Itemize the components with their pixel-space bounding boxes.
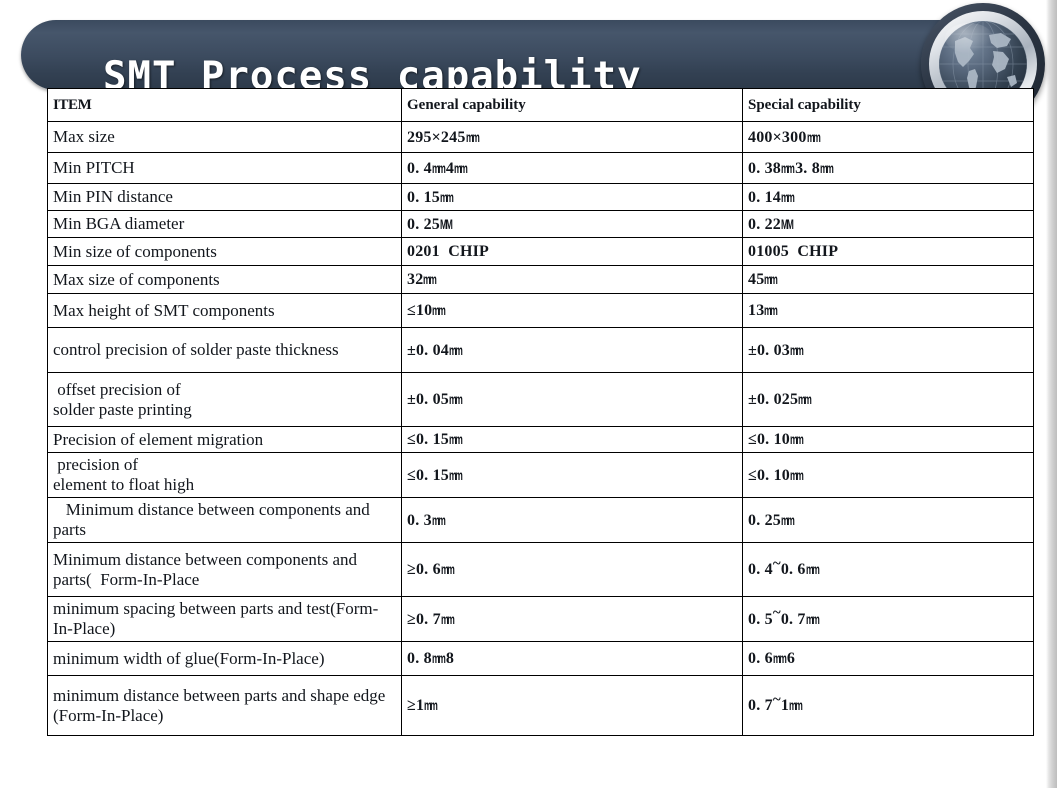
row-general: 0. 3mm: [401, 497, 743, 543]
row-general: 295×245mm: [401, 121, 743, 153]
row-general: ≥0. 7mm: [401, 596, 743, 642]
row-special: 0. 22MM: [742, 210, 1034, 238]
row-label: Minimum distance between components and …: [47, 497, 402, 543]
row-general: ≥1mm: [401, 675, 743, 736]
row-label: minimum spacing between parts and test(F…: [47, 596, 402, 642]
row-special: ±0. 025mm: [742, 372, 1034, 427]
row-label: control precision of solder paste thickn…: [47, 327, 402, 373]
row-special: 01005 CHIP: [742, 237, 1034, 266]
title-banner: SMT Process capability: [21, 20, 961, 103]
row-label: minimum distance between parts and shape…: [47, 675, 402, 736]
row-special: ≤0. 10mm: [742, 452, 1034, 498]
table-row: Max size of components 32mm 45mm: [47, 265, 1034, 294]
row-general: ≤0. 15mm: [401, 452, 743, 498]
row-label: Max size: [47, 121, 402, 153]
table-row: Min BGA diameter 0. 25MM 0. 22MM: [47, 210, 1034, 238]
row-general: 0. 8mm 8: [401, 641, 743, 676]
row-special: 0. 14mm: [742, 183, 1034, 211]
row-general: 0201 CHIP: [401, 237, 743, 266]
table-row: offset precision of solder paste printing…: [47, 372, 1034, 427]
row-label: precision of element to float high: [47, 452, 402, 498]
table-row: Max height of SMT components ≤10mm 13mm: [47, 293, 1034, 328]
table-row: minimum distance between parts and shape…: [47, 675, 1034, 736]
row-special: 45mm: [742, 265, 1034, 294]
row-special: 0. 5~0. 7mm: [742, 596, 1034, 642]
row-general: ≥0. 6mm: [401, 542, 743, 597]
table-body: Max size 295×245mm 400×300mm Min PITCH 0…: [47, 121, 1034, 736]
column-header-item: ITEM: [47, 88, 402, 122]
row-special: 400×300mm: [742, 121, 1034, 153]
row-general: ≤10mm: [401, 293, 743, 328]
table-row: Max size 295×245mm 400×300mm: [47, 121, 1034, 153]
table-row: precision of element to float high ≤0. 15…: [47, 452, 1034, 498]
row-label: Minimum distance between components and …: [47, 542, 402, 597]
row-label: Min PIN distance: [47, 183, 402, 211]
row-general: ±0. 04mm: [401, 327, 743, 373]
row-label: Min size of components: [47, 237, 402, 266]
row-label: minimum width of glue(Form-In-Place): [47, 641, 402, 676]
row-general: 0. 15mm: [401, 183, 743, 211]
row-label: Min PITCH: [47, 152, 402, 184]
row-special: ±0. 03mm: [742, 327, 1034, 373]
row-special: 0. 38mm 3. 8mm: [742, 152, 1034, 184]
table-row: Min size of components 0201 CHIP 01005 C…: [47, 237, 1034, 266]
row-general: 0. 4mm 4mm: [401, 152, 743, 184]
page-edge-strip: [1046, 0, 1057, 788]
row-general: ≤0. 15mm: [401, 426, 743, 453]
table-row: control precision of solder paste thickn…: [47, 327, 1034, 373]
row-general: 0. 25MM: [401, 210, 743, 238]
row-special: 0. 6mm 6: [742, 641, 1034, 676]
row-special: ≤0. 10mm: [742, 426, 1034, 453]
table-row: Precision of element migration ≤0. 15mm …: [47, 426, 1034, 453]
smt-capability-table: ITEM General capability Special capabili…: [47, 88, 1034, 736]
row-label: Max size of components: [47, 265, 402, 294]
column-header-general: General capability: [401, 88, 743, 122]
row-special: 13mm: [742, 293, 1034, 328]
row-general: 32mm: [401, 265, 743, 294]
row-label: Min BGA diameter: [47, 210, 402, 238]
table-header-row: ITEM General capability Special capabili…: [47, 88, 1034, 122]
row-label: Precision of element migration: [47, 426, 402, 453]
column-header-special: Special capability: [742, 88, 1034, 122]
table-row: Min PITCH 0. 4mm 4mm 0. 38mm 3. 8mm: [47, 152, 1034, 184]
row-general: ±0. 05mm: [401, 372, 743, 427]
table-row: Minimum distance between components and …: [47, 542, 1034, 597]
row-special: 0. 4~0. 6mm: [742, 542, 1034, 597]
row-special: 0. 7~1mm: [742, 675, 1034, 736]
table-row: minimum spacing between parts and test(F…: [47, 596, 1034, 642]
table-row: Min PIN distance 0. 15mm 0. 14mm: [47, 183, 1034, 211]
globe-highlight: [945, 23, 993, 53]
row-label: offset precision of solder paste printing: [47, 372, 402, 427]
table-row: minimum width of glue(Form-In-Place) 0. …: [47, 641, 1034, 676]
table-row: Minimum distance between components and …: [47, 497, 1034, 543]
row-special: 0. 25mm: [742, 497, 1034, 543]
row-label: Max height of SMT components: [47, 293, 402, 328]
